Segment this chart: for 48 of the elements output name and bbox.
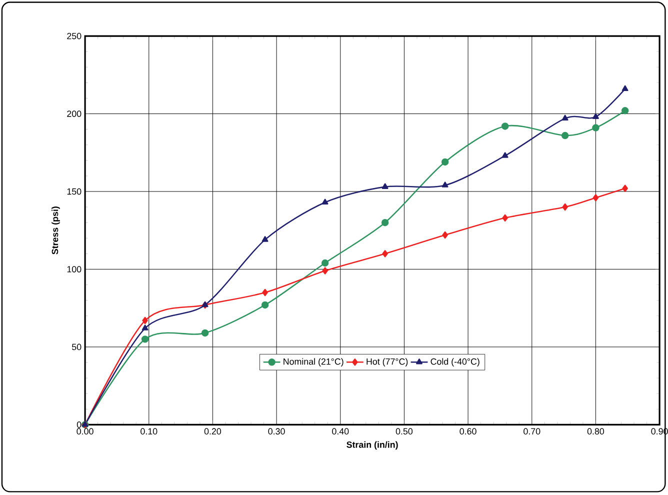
point [262,289,268,296]
point [592,124,600,132]
point [382,183,388,190]
x-tick-label: 0.20 [204,428,222,435]
x-axis-title: Strain (in/in) [346,441,398,450]
point [442,182,448,188]
legend-label: Nominal (21°C) [284,358,344,367]
point [501,122,509,130]
point [561,132,569,140]
point [381,219,389,226]
y-tick-label: 250 [67,32,82,40]
point [592,113,599,120]
legend-label: Hot (77°C) [366,358,408,367]
point [261,301,269,309]
point [441,158,449,166]
point [141,336,149,343]
point [321,259,329,267]
x-tick-label: 0.50 [396,428,413,435]
y-tick-label: 50 [72,344,82,350]
x-tick-label: 0.60 [460,428,476,435]
point [621,107,629,114]
y-axis-title: Stress (psi) [52,206,60,254]
point [382,250,388,258]
point [592,194,599,202]
y-tick-label: 200 [67,110,82,118]
legend-label: Cold (-40°C) [430,358,480,367]
y-tick-label: 0 [76,422,82,428]
point [322,198,328,205]
point [502,152,508,158]
x-tick-label: 0.00 [76,428,94,435]
y-tick-label: 100 [67,266,82,272]
x-tick-label: 0.80 [587,428,604,435]
point [262,236,268,242]
point [562,204,568,211]
point [442,232,448,239]
x-tick-label: 0.10 [140,428,158,435]
point [201,329,209,337]
y-tick-label: 150 [67,188,82,195]
point [142,324,148,331]
point [142,317,148,324]
point [562,114,568,121]
point [322,267,328,274]
point [622,184,628,192]
point [502,214,508,222]
x-tick-label: 0.40 [332,428,349,435]
x-tick-label: 0.30 [268,428,285,435]
point [622,85,628,92]
x-tick-label: 0.70 [524,428,540,435]
